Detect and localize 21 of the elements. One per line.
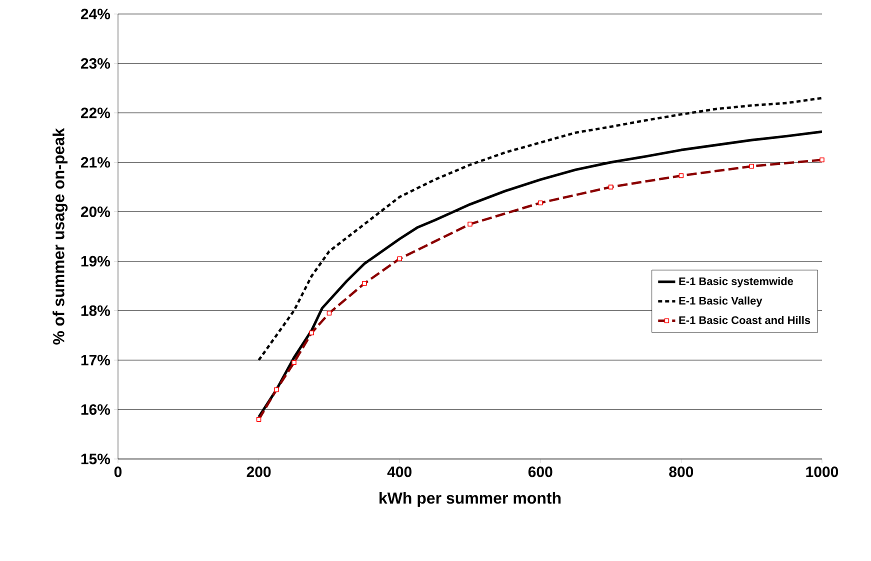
- y-tick-label: 24%: [80, 8, 110, 20]
- x-tick-label: 800: [669, 466, 694, 478]
- y-tick-label: 23%: [80, 58, 110, 69]
- y-tick-label: 15%: [81, 454, 110, 464]
- x-tick-label: 600: [528, 466, 552, 478]
- x-tick-label: 0: [114, 466, 122, 478]
- y-tick-label: 16%: [81, 404, 110, 415]
- legend-label: E-1 Basic Valley: [679, 296, 762, 307]
- legend-label: E-1 Basic systemwide: [679, 277, 794, 288]
- x-tick-label: 1000: [806, 466, 838, 478]
- y-tick-label: 20%: [80, 206, 110, 218]
- legend-label: E-1 Basic Coast and Hills: [679, 316, 810, 324]
- x-axis-title: kWh per summer month: [380, 492, 561, 507]
- y-tick-label: 19%: [81, 256, 110, 267]
- x-tick-label: 400: [387, 466, 412, 478]
- y-tick-label: 18%: [81, 305, 110, 316]
- y-tick-label: 21%: [80, 157, 110, 168]
- x-tick-label: 200: [246, 466, 271, 478]
- y-tick-label: 22%: [80, 108, 110, 118]
- y-tick-label: 17%: [81, 354, 110, 366]
- y-axis-title: % of summer usage on-peak: [52, 128, 68, 345]
